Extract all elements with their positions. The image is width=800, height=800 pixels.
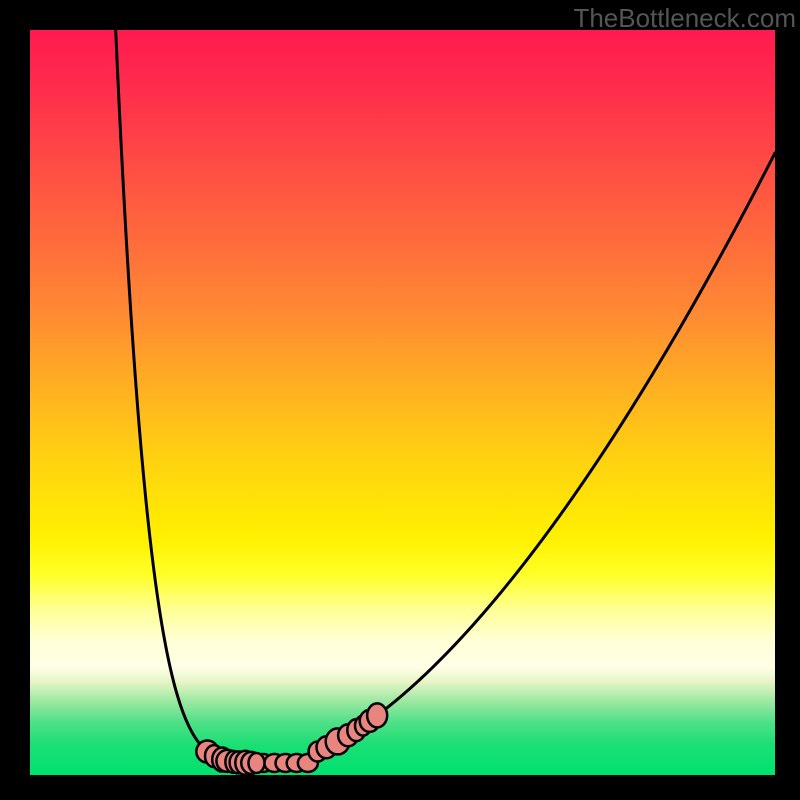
watermark-text: TheBottleneck.com xyxy=(573,3,796,34)
data-point xyxy=(248,753,264,773)
chart-container: TheBottleneck.com xyxy=(0,0,800,800)
data-point xyxy=(367,703,387,727)
bottleneck-chart xyxy=(30,30,775,775)
gradient-background xyxy=(30,30,775,775)
